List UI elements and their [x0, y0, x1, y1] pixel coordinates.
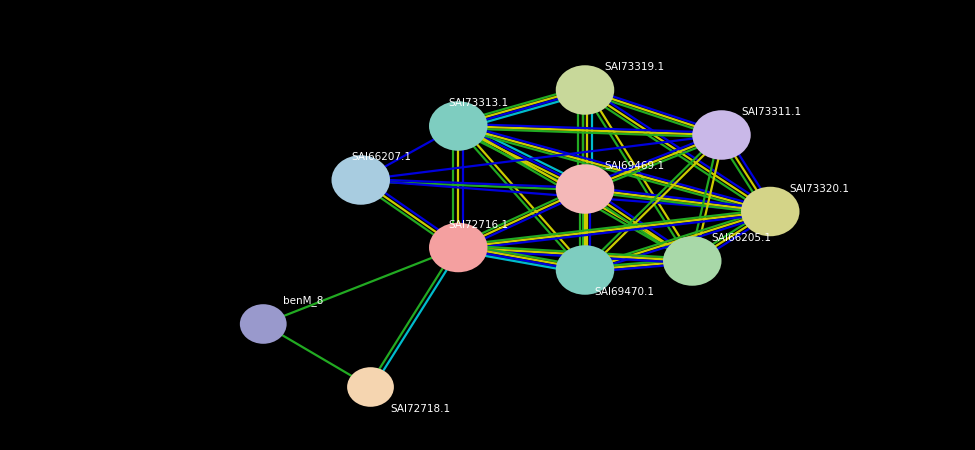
Text: SAI73320.1: SAI73320.1: [790, 184, 850, 194]
Ellipse shape: [556, 65, 614, 115]
Ellipse shape: [556, 164, 614, 214]
Text: SAI69470.1: SAI69470.1: [595, 287, 655, 297]
Text: SAI66205.1: SAI66205.1: [712, 233, 772, 243]
Text: SAI66207.1: SAI66207.1: [351, 152, 411, 162]
Text: SAI72716.1: SAI72716.1: [448, 220, 509, 230]
Text: SAI73311.1: SAI73311.1: [741, 107, 801, 117]
Ellipse shape: [741, 187, 800, 236]
Text: SAI69469.1: SAI69469.1: [604, 161, 665, 171]
Text: SAI72718.1: SAI72718.1: [390, 404, 450, 414]
Ellipse shape: [556, 245, 614, 295]
Ellipse shape: [429, 101, 488, 151]
Text: SAI73319.1: SAI73319.1: [604, 62, 665, 72]
Ellipse shape: [332, 155, 390, 205]
Text: benM_8: benM_8: [283, 295, 323, 306]
Ellipse shape: [429, 223, 488, 272]
Text: SAI73313.1: SAI73313.1: [448, 98, 509, 108]
Ellipse shape: [663, 236, 722, 286]
Ellipse shape: [347, 367, 394, 407]
Ellipse shape: [692, 110, 751, 160]
Ellipse shape: [240, 304, 287, 344]
